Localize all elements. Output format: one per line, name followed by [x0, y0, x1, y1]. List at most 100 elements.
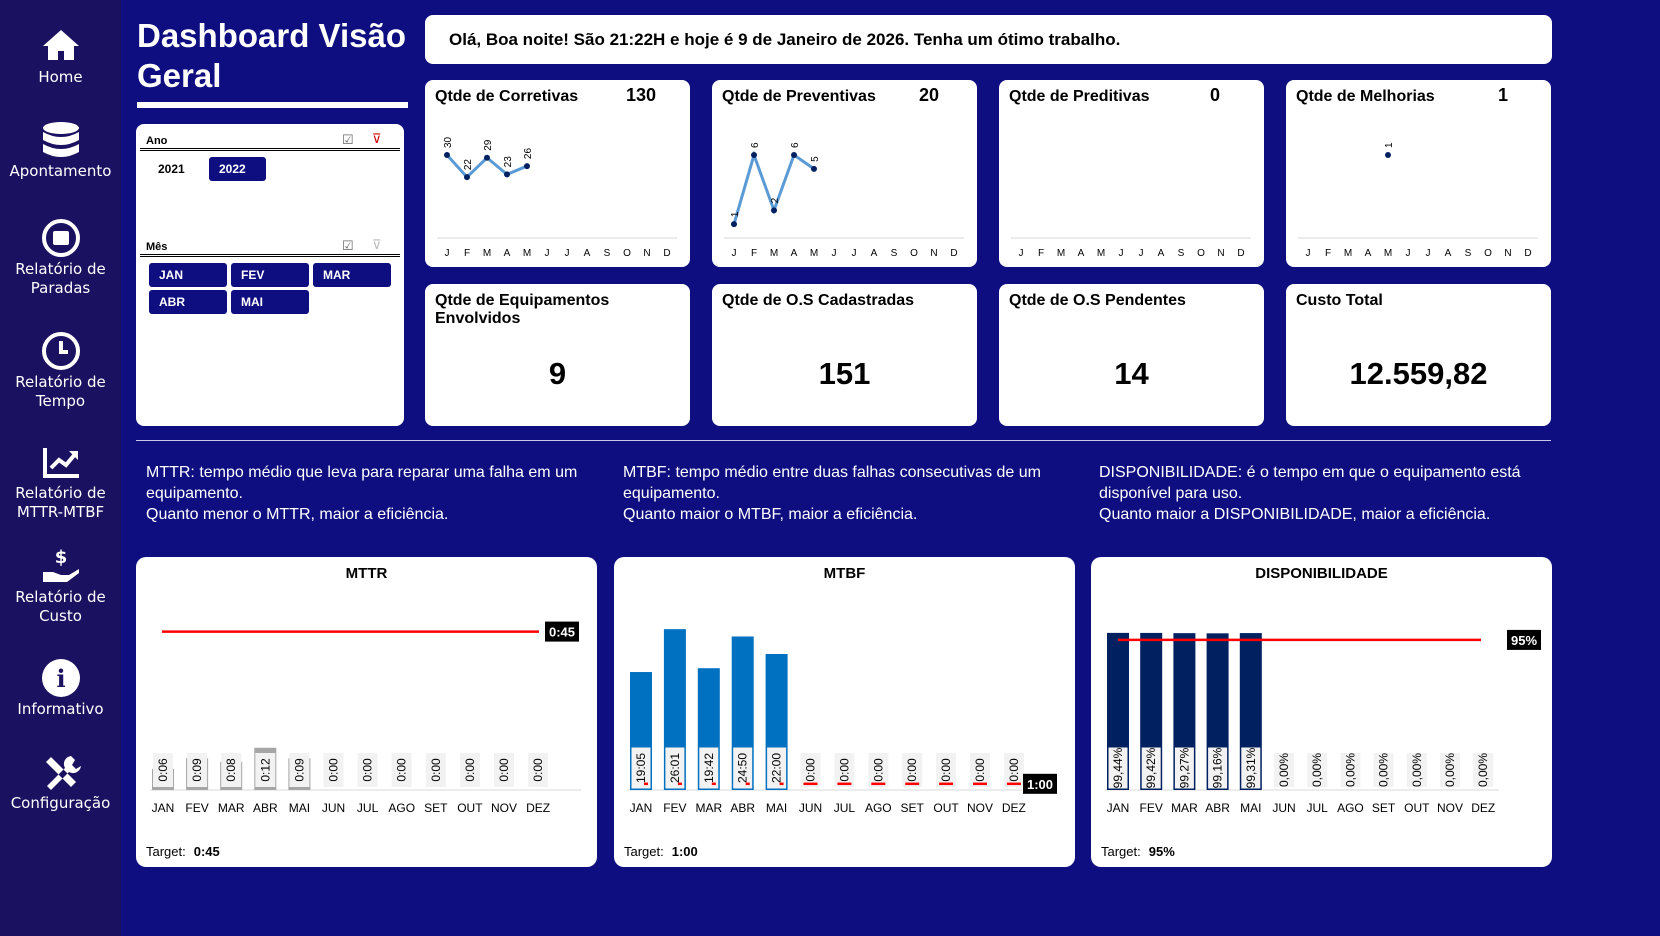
data-label-box	[1406, 753, 1427, 787]
spark-month-label: J	[565, 248, 570, 259]
spark-month-label: D	[1524, 248, 1531, 259]
kpi-title: Qtde de Corretivas	[435, 88, 579, 105]
data-label: 0:00	[429, 758, 443, 782]
description-definition: MTBF: tempo médio entre duas falhas cons…	[623, 464, 1041, 502]
section-divider	[136, 440, 1551, 441]
kpi-value: 20	[919, 85, 940, 105]
target-label-box	[1023, 773, 1057, 794]
title-underline	[137, 102, 408, 108]
description-hint: Quanto maior o MTBF, maior a eficiência.	[623, 506, 918, 523]
spark-data-label: 30	[443, 136, 454, 148]
kpi-value: 9	[548, 356, 567, 391]
x-tick-label: NOV	[491, 801, 517, 815]
sidebar-item-relat-rio-de-mttr-mtbf[interactable]: Relatório de MTTR-MTBF	[0, 442, 121, 522]
kpi-title: Qtde de Equipamentos Envolvidos	[435, 292, 610, 327]
kpi-card: Qtde de O.S Cadastradas 151	[712, 284, 977, 426]
data-label: 24:50	[736, 753, 750, 783]
spark-data-label: 6	[790, 142, 801, 148]
spark-month-label: N	[1217, 248, 1224, 259]
x-tick-label: JAN	[630, 801, 653, 815]
sidebar-item-home[interactable]: Home	[0, 26, 121, 87]
spark-point	[811, 165, 817, 172]
spark-month-label: J	[1426, 248, 1431, 259]
data-label: 0:00	[327, 758, 341, 782]
data-label-box	[1173, 746, 1195, 790]
x-tick-label: SET	[1372, 801, 1396, 815]
data-label-box	[528, 753, 549, 787]
database-icon	[42, 122, 79, 157]
data-label: 0:00	[871, 758, 885, 782]
spark-month-label: M	[1344, 248, 1352, 259]
data-label: 22:00	[770, 753, 784, 783]
x-tick-label: MAR	[1171, 801, 1198, 815]
data-label-box	[800, 753, 821, 787]
spark-month-label: M	[770, 248, 778, 259]
kpi-value: 14	[1114, 356, 1149, 391]
sidebar-item-label: Informativo	[17, 700, 104, 718]
target-caption-label: Target:	[624, 844, 664, 859]
slicer-option-mar[interactable]: MAR	[313, 263, 391, 287]
kpi-card-spark: Qtde de Corretivas 130 J F M A M J J A S O N D 30 22 29 2…	[425, 80, 690, 267]
slicer-option-mai[interactable]: MAI	[231, 290, 309, 314]
x-tick-label: DEZ	[1471, 801, 1495, 815]
clear-filter-icon[interactable]: ⊽	[372, 131, 382, 146]
data-label: 0:00	[804, 758, 818, 782]
x-tick-label: SET	[424, 801, 448, 815]
slicer-option-fev[interactable]: FEV	[231, 263, 309, 287]
multi-select-icon[interactable]: ☑	[342, 132, 354, 147]
data-label: 0:00	[463, 758, 477, 782]
spark-month-label: J	[852, 248, 857, 259]
chart-panel-mtbf: 19:05 JAN 26:01 FEV 19:42 MAR 24:50 ABR 22:00 MAI…	[614, 557, 1075, 867]
x-tick-label: NOV	[967, 801, 993, 815]
data-label: 26:01	[668, 753, 682, 783]
kpi-card-spark: Qtde de Preventivas 20 J F M A M J J A S O N D 1 6 2 6 5	[712, 80, 977, 267]
data-label-box	[1107, 746, 1129, 790]
spark-point	[771, 207, 777, 214]
sidebar: Home Apontamento Relatório de Paradas Relat…	[0, 0, 121, 936]
data-label: 0:00	[395, 758, 409, 782]
multi-select-icon[interactable]: ☑	[342, 238, 354, 253]
slicer-option-jan[interactable]: JAN	[149, 263, 227, 287]
data-label-box	[323, 753, 344, 787]
sidebar-item-configura-o[interactable]: Configuração	[0, 752, 121, 813]
data-label: 99,42%	[1144, 747, 1158, 788]
data-label-box	[1140, 746, 1162, 790]
data-label: 0,00%	[1410, 753, 1424, 787]
sidebar-item-informativo[interactable]: i Informativo	[0, 658, 121, 719]
data-label: 99,31%	[1244, 747, 1258, 788]
kpi-value: 0	[1210, 85, 1221, 105]
target-label: 0:45	[549, 625, 575, 640]
sidebar-item-relat-rio-de-paradas[interactable]: Relatório de Paradas	[0, 218, 121, 298]
spark-point	[751, 152, 757, 158]
spark-month-label: O	[910, 248, 918, 259]
slicer-option-2021[interactable]: 2021	[158, 162, 185, 176]
kpi-card: Qtde de Equipamentos Envolvidos 9	[425, 284, 690, 426]
sidebar-item-relat-rio-de-tempo[interactable]: Relatório de Tempo	[0, 331, 121, 411]
data-label-box	[1003, 753, 1024, 787]
sidebar-item-relat-rio-de-custo[interactable]: $ Relatório de Custo	[0, 546, 121, 626]
spark-month-label: N	[643, 248, 650, 259]
data-label: 99,44%	[1111, 747, 1125, 788]
x-tick-label: ABR	[253, 801, 278, 815]
slicer-option-abr[interactable]: ABR	[149, 290, 227, 314]
slicer-divider	[140, 254, 400, 257]
spark-point	[791, 152, 797, 158]
clear-filter-icon[interactable]: ⊽	[372, 237, 382, 252]
data-label: 19:05	[634, 753, 648, 783]
data-label-box	[1373, 753, 1394, 787]
spark-data-label: 1	[730, 211, 741, 217]
description-hint: Quanto maior a DISPONIBILIDADE, maior a …	[1099, 506, 1491, 523]
slicer-option-2022[interactable]: 2022	[209, 157, 266, 181]
data-label: 0:00	[1007, 758, 1021, 782]
data-label-box	[868, 753, 889, 787]
kpi-value: 12.559,82	[1349, 356, 1488, 391]
x-tick-label: JUL	[834, 801, 856, 815]
sidebar-item-apontamento[interactable]: Apontamento	[0, 120, 121, 181]
spark-data-label: 29	[483, 139, 494, 151]
sidebar-item-label: Home	[38, 68, 83, 86]
spark-month-label: M	[1384, 248, 1392, 259]
chart-title: DISPONIBILIDADE	[1255, 565, 1388, 582]
spark-month-label: F	[1325, 248, 1331, 259]
data-label: 0:12	[258, 758, 272, 782]
data-label-box	[187, 753, 208, 787]
